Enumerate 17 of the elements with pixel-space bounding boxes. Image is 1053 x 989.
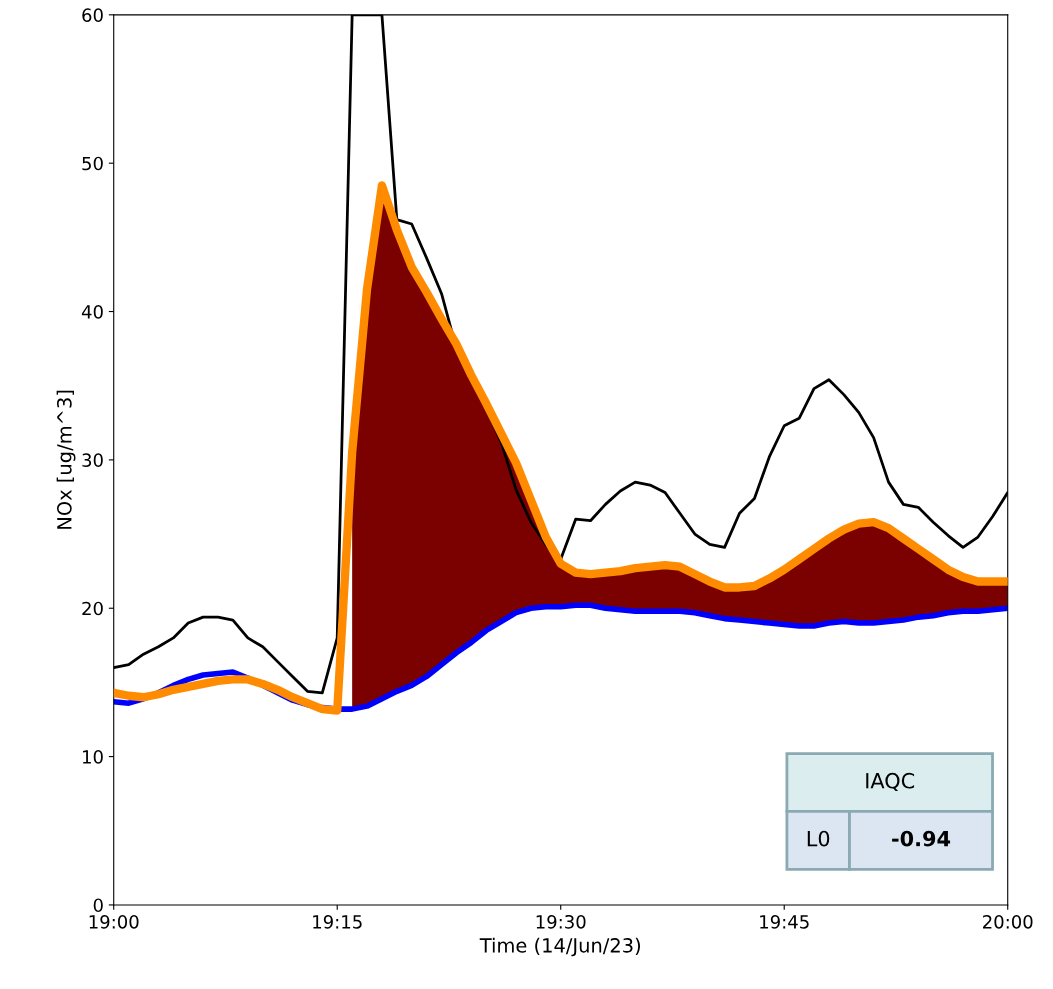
x-tick-label: 19:30 <box>536 914 586 929</box>
annotation: L0 <box>807 830 830 847</box>
y-tick-label: 30 <box>82 453 103 467</box>
x-tick-label: 19:15 <box>313 914 362 929</box>
x-axis-title: Time (14/Jun/23) <box>479 937 640 957</box>
y-tick-label: 60 <box>82 8 103 22</box>
y-tick-label: 10 <box>83 750 103 764</box>
y-axis-title: NOx [ug/m^3] <box>56 390 76 529</box>
annotation: IAQC <box>866 772 915 791</box>
x-tick-label: 19:45 <box>760 914 809 929</box>
x-tick-label: 20:00 <box>983 914 1033 929</box>
annotation: -0.94 <box>892 830 951 847</box>
y-tick-label: 40 <box>81 304 103 319</box>
y-tick-label: 20 <box>82 601 103 616</box>
x-tick-label: 19:00 <box>89 914 139 929</box>
y-tick-label: 50 <box>82 156 103 171</box>
y-tick-label: 0 <box>93 898 103 913</box>
